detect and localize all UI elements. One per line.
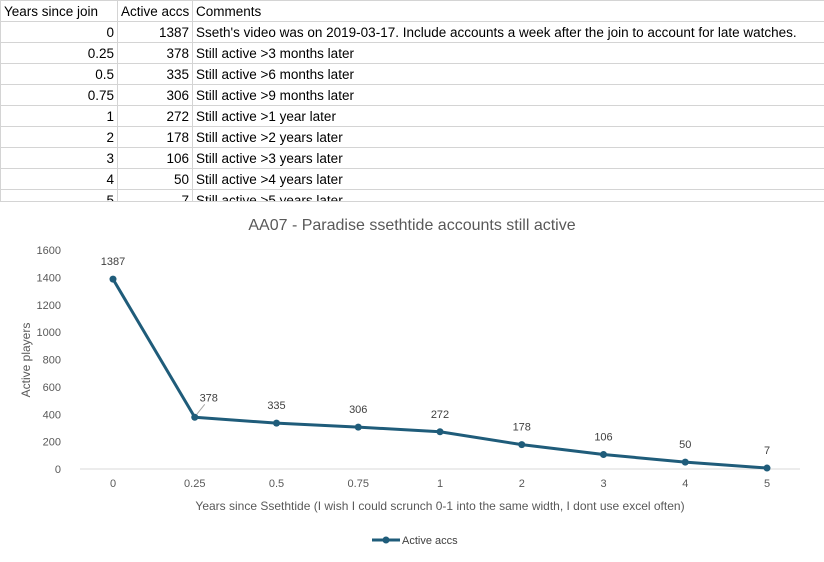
header-comments[interactable]: Comments [193,1,824,22]
y-tick-label: 600 [43,382,61,394]
x-tick-label: 1 [437,478,443,490]
cell-years[interactable]: 0 [1,22,118,43]
data-point[interactable] [764,465,771,472]
x-tick-label: 3 [600,478,606,490]
cell-active[interactable]: 272 [118,106,193,127]
data-label: 7 [764,445,770,457]
data-label: 50 [679,439,691,451]
cell-years[interactable]: 4 [1,169,118,190]
cell-years[interactable]: 0.25 [1,43,118,64]
y-axis-label: Active players [19,323,33,398]
cell-comment[interactable]: Still active >3 months later [193,43,824,64]
data-label: 1387 [101,256,125,268]
y-axis-ticks: 0 200 400 600 800 1000 1200 1400 1600 [37,245,61,476]
y-tick-label: 1000 [37,327,61,339]
x-tick-label: 0 [110,478,116,490]
x-tick-label: 2 [519,478,525,490]
x-axis-label: Years since Ssethtide (I wish I could sc… [195,499,684,513]
y-tick-label: 200 [43,437,61,449]
data-label: 335 [267,400,285,412]
legend-marker [383,537,390,544]
series-line-active-accs [113,279,767,468]
data-label: 272 [431,409,449,421]
y-tick-label: 1200 [37,300,61,312]
cell-comment[interactable]: Still active >9 months later [193,85,824,106]
x-tick-label: 4 [682,478,688,490]
data-label: 178 [513,422,531,434]
cell-comment[interactable]: Sseth's video was on 2019-03-17. Include… [193,22,824,43]
cell-comment[interactable]: Still active >2 years later [193,127,824,148]
data-point[interactable] [191,414,198,421]
chart-title: AA07 - Paradise ssethtide accounts still… [248,217,575,234]
data-label: 306 [349,404,367,416]
data-labels: 1387 378 335 306 272 178 106 50 7 [101,256,770,457]
cell-comment[interactable]: Still active >6 months later [193,64,824,85]
header-years[interactable]: Years since join [1,1,118,22]
cell-comment[interactable]: Still active >4 years later [193,169,824,190]
chart-area[interactable]: AA07 - Paradise ssethtide accounts still… [0,201,824,562]
legend-label: Active accs [402,535,458,547]
cell-comment[interactable]: Still active >3 years later [193,148,824,169]
cell-active[interactable]: 306 [118,85,193,106]
data-point[interactable] [682,459,689,466]
data-label: 106 [594,431,612,443]
cell-comment[interactable]: Still active >1 year later [193,106,824,127]
header-active[interactable]: Active accs [118,1,193,22]
cell-years[interactable]: 0.75 [1,85,118,106]
x-tick-label: 0.25 [184,478,205,490]
data-points [110,276,771,472]
cell-active[interactable]: 178 [118,127,193,148]
x-axis-ticks: 0 0.25 0.5 0.75 1 2 3 4 5 [110,478,770,490]
data-point[interactable] [437,428,444,435]
data-point[interactable] [355,424,362,431]
cell-years[interactable]: 2 [1,127,118,148]
x-tick-label: 5 [764,478,770,490]
x-tick-label: 0.5 [269,478,284,490]
data-point[interactable] [273,420,280,427]
y-tick-label: 0 [55,464,61,476]
data-label: 378 [200,392,218,404]
legend[interactable]: Active accs [372,535,458,547]
cell-years[interactable]: 3 [1,148,118,169]
y-tick-label: 400 [43,409,61,421]
data-point[interactable] [110,276,117,283]
cell-active[interactable]: 335 [118,64,193,85]
y-tick-label: 1600 [37,245,61,257]
cell-years[interactable]: 1 [1,106,118,127]
data-point[interactable] [600,451,607,458]
y-tick-label: 1400 [37,272,61,284]
data-label-leader [197,404,205,414]
header-row: Years since join Active accs Comments [1,1,824,22]
line-chart: AA07 - Paradise ssethtide accounts still… [0,202,824,562]
cell-active[interactable]: 106 [118,148,193,169]
y-tick-label: 800 [43,355,61,367]
x-tick-label: 0.75 [348,478,369,490]
data-point[interactable] [518,441,525,448]
cell-active[interactable]: 378 [118,43,193,64]
cell-active[interactable]: 1387 [118,22,193,43]
cell-years[interactable]: 0.5 [1,64,118,85]
cell-active[interactable]: 50 [118,169,193,190]
